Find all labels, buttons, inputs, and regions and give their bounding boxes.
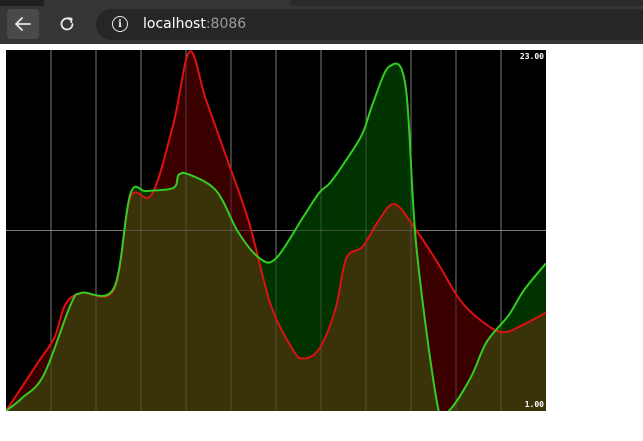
- browser-toolbar: i localhost:8086: [0, 0, 643, 44]
- back-button[interactable]: [7, 9, 39, 39]
- url-text[interactable]: localhost:8086: [143, 16, 246, 33]
- overlap-area-fill: [6, 63, 546, 411]
- url-host: localhost: [143, 16, 206, 32]
- reload-icon: [60, 17, 74, 31]
- address-bar[interactable]: i localhost:8086: [96, 9, 643, 40]
- y-min-label: 1.00: [524, 400, 544, 409]
- tab-strip: [0, 0, 643, 6]
- y-max-label: 23.00: [519, 52, 544, 61]
- gridlines-overlay: [6, 50, 546, 411]
- url-port: :8086: [205, 16, 247, 32]
- chart-svg: [6, 50, 546, 411]
- chart: 23.00 1.00: [6, 50, 546, 411]
- arrow-left-icon: [15, 17, 31, 31]
- info-icon[interactable]: i: [112, 16, 128, 32]
- reload-button[interactable]: [51, 9, 83, 39]
- tab-active-edge[interactable]: [44, 0, 290, 6]
- tab-inactive-edge[interactable]: [290, 0, 643, 6]
- green-series-line: [6, 62, 546, 411]
